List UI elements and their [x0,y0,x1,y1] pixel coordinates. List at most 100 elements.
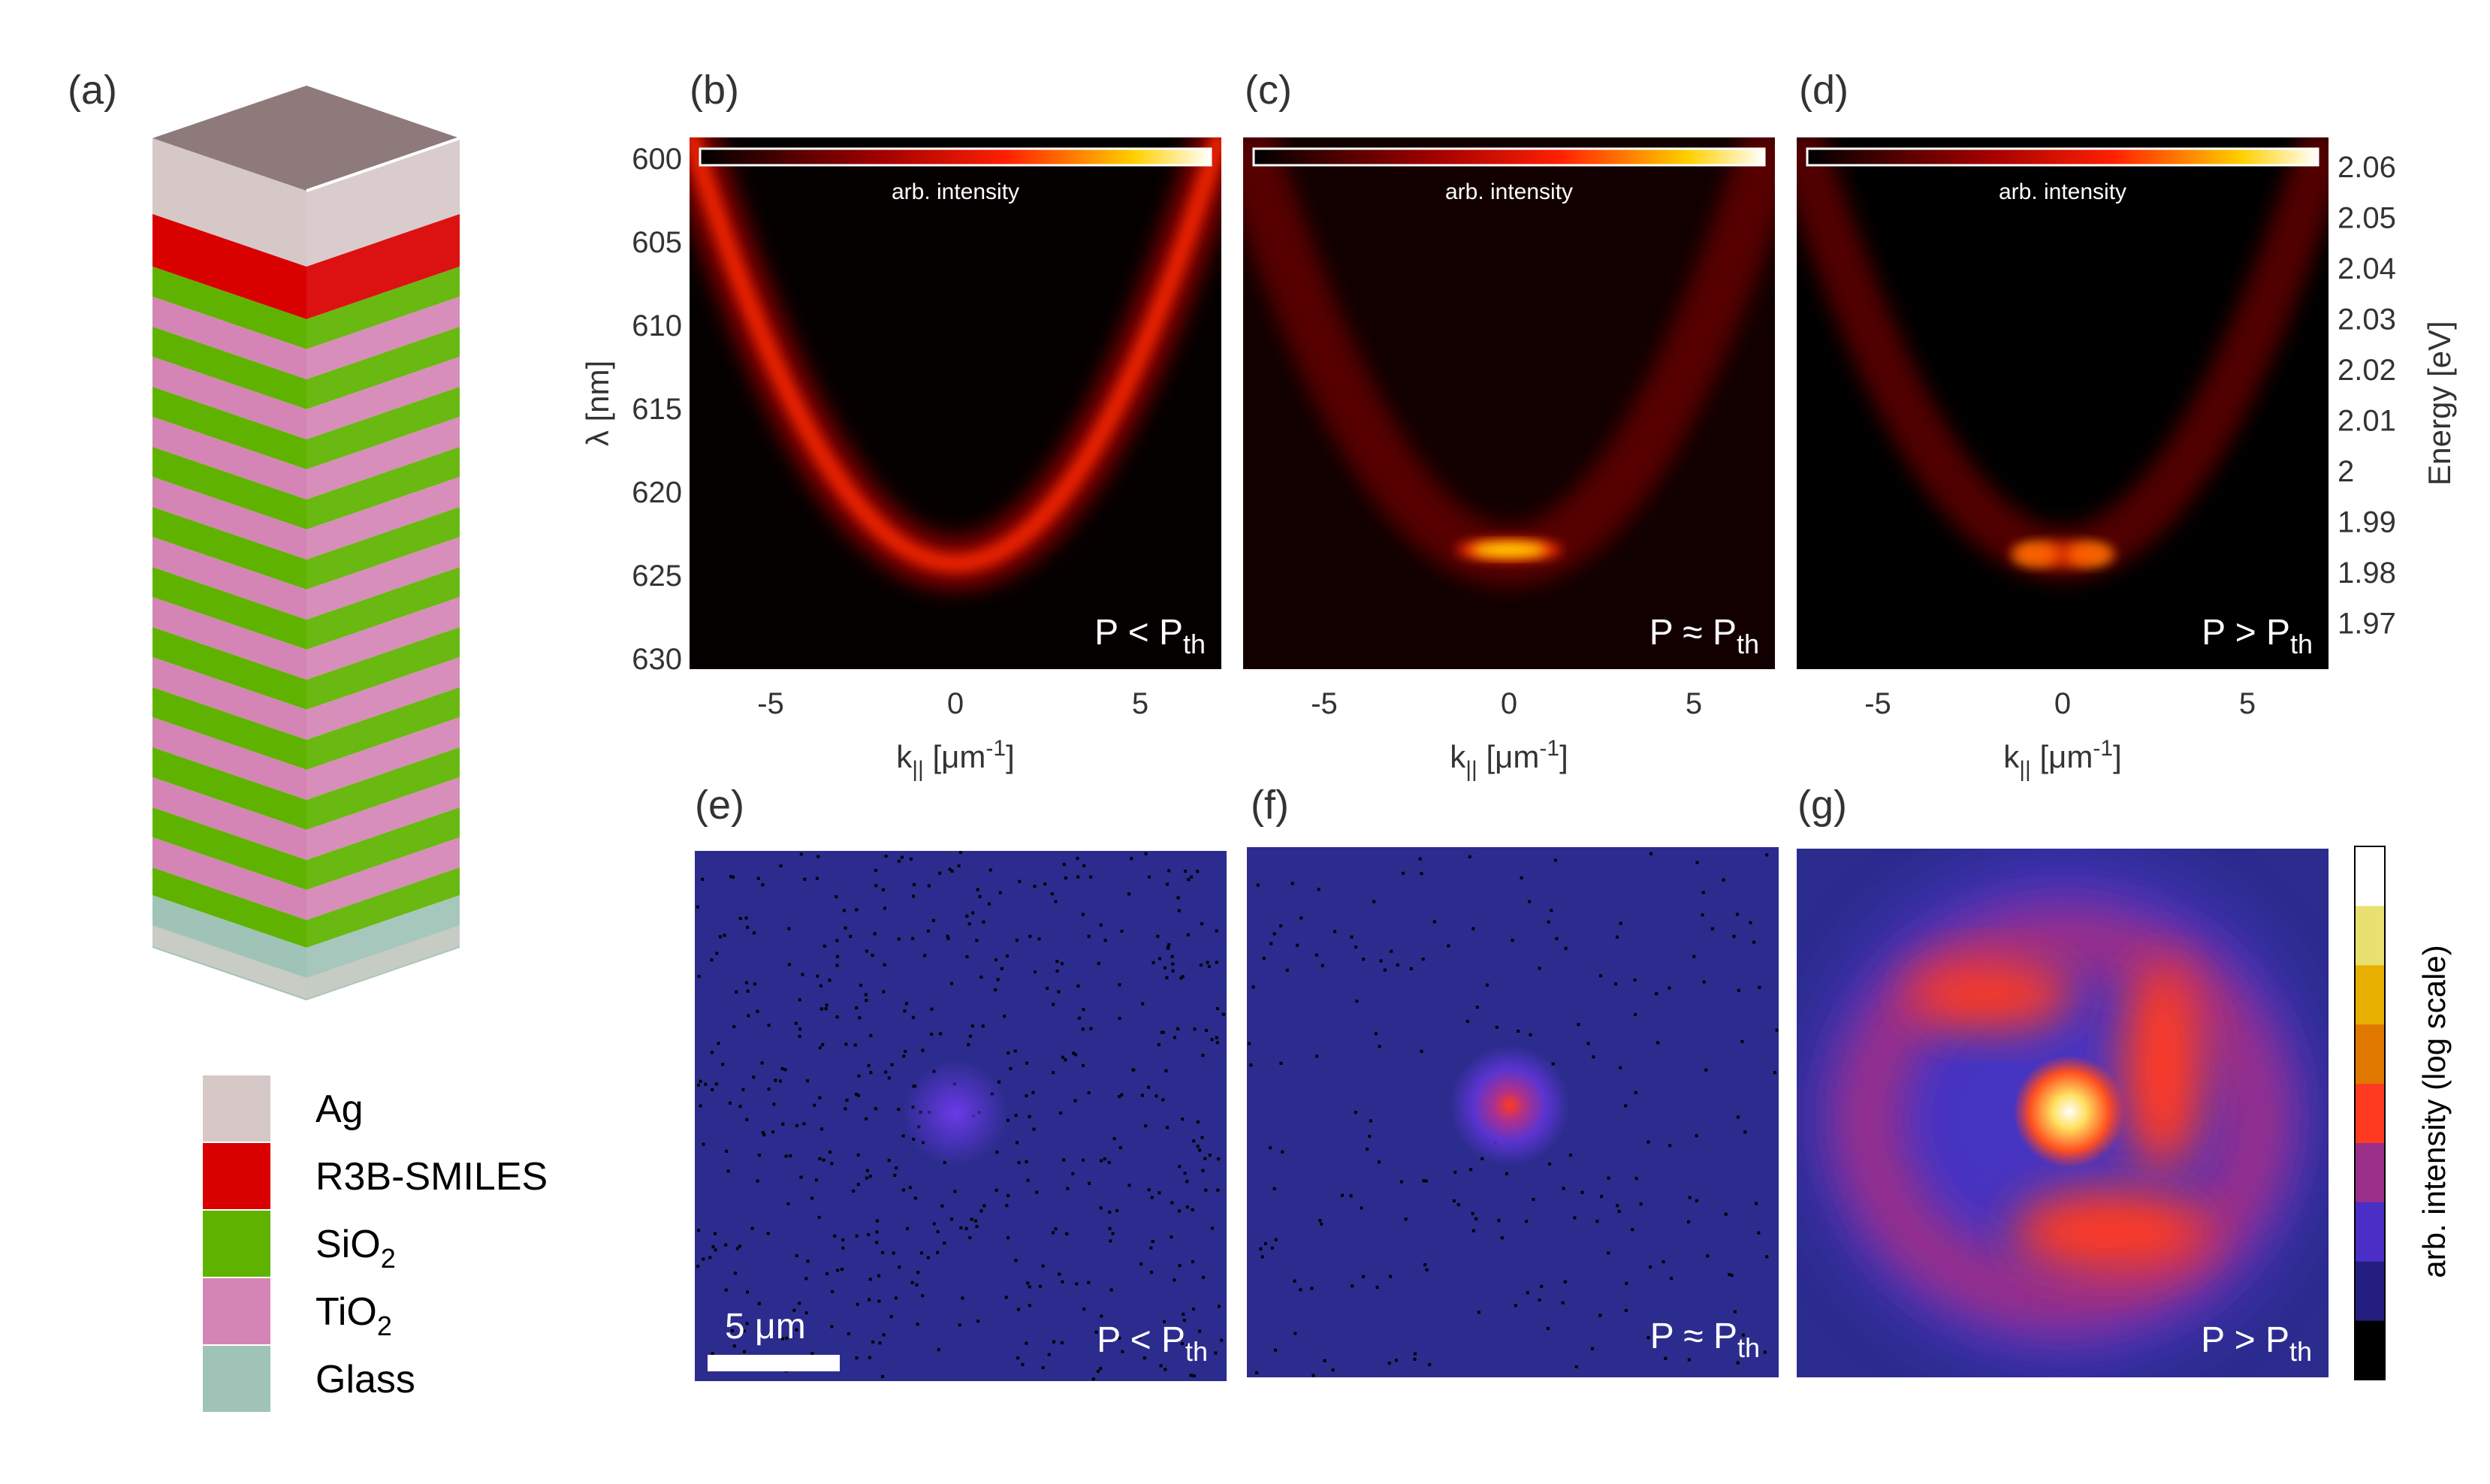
y-right-tick-label: 2.02 [2338,354,2396,387]
y-right-tick-label: 2.01 [2338,405,2396,438]
colorbar-label-b: arb. intensity [892,179,1019,204]
x-tick-label: 0 [947,687,964,720]
layer-r3b [152,214,460,319]
colorbar-c [1252,147,1766,167]
colorbar-segment [2355,964,2385,1025]
colorbar-label-c: arb. intensity [1445,179,1573,204]
layer-tio2 [152,717,460,800]
legend-label: Ag [315,1087,364,1131]
x-axis-title: k|| [μm-1] [2003,736,2121,782]
layer-tio2 [152,537,460,620]
y-right-tick-label: 1.98 [2338,556,2396,590]
layer-glass-base [152,925,460,999]
x-axis-title: k|| [μm-1] [896,736,1014,782]
y-left-tick-label: 620 [632,476,682,509]
y-left-tick-label: 625 [632,560,682,593]
y-right-tick-label: 2 [2338,455,2354,488]
layer-sio2 [152,627,460,710]
legend-swatch [203,1075,270,1142]
y-right-tick-label: 2.03 [2338,303,2396,336]
multilayer-stack [152,86,460,1000]
power-label-f: P ≈ Pth [1650,1317,1760,1363]
power-label-d: P > Pth [2202,613,2313,659]
layer-sio2 [152,447,460,529]
layer-sio2 [152,387,460,469]
y-left-tick-label: 615 [632,393,682,426]
log-colorbar-label: arb. intensity (log scale) [2416,945,2452,1278]
y-right-tick-label: 1.99 [2338,506,2396,539]
panel-label-b: (b) [690,68,739,113]
power-label-g: P > Pth [2201,1320,2312,1367]
colorbar-segment [2355,905,2385,966]
layer-sio2 [152,807,460,890]
legend-swatch [203,1278,270,1344]
layer-sio2 [152,867,460,948]
layer-tio2 [152,357,460,439]
power-label-b: P < Pth [1094,613,1206,659]
x-tick-label: -5 [1864,687,1891,720]
dispersion-panel-d: arb. intensity P > Pth [1797,137,2329,669]
x-tick-label: 5 [2239,687,2256,720]
layer-sio2 [152,507,460,590]
colorbar-label-d: arb. intensity [1999,179,2126,204]
colorbar-segment [2355,1083,2385,1143]
layer-tio2 [152,777,460,860]
layer-tio2 [152,477,460,560]
colorbar-segment [2355,846,2385,906]
dispersion-panel-c: arb. intensity P ≈ Pth [1243,137,1775,669]
layer-tio2 [152,297,460,379]
layer-tio2 [152,657,460,740]
x-tick-label: 5 [1132,687,1148,720]
layer-sio2 [152,267,460,349]
legend-swatch [203,1143,270,1209]
colorbar-segment [2355,1261,2385,1321]
y-right-tick-label: 2.06 [2338,151,2396,184]
layer-sio2 [152,687,460,770]
colorbar-b [699,147,1212,167]
legend-swatch [203,1346,270,1412]
colorbar-d [1806,147,2319,167]
x-tick-label: 0 [2054,687,2071,720]
legend-swatch [203,1211,270,1277]
power-label-c: P ≈ Pth [1649,613,1759,659]
x-tick-label: -5 [757,687,784,720]
dispersion-panel-b: arb. intensity P < Pth [690,137,1221,669]
realspace-panel-g: P > Pth [1797,849,2329,1377]
scale-bar [708,1355,840,1371]
log-colorbar [2354,846,2386,1380]
layer-tio2 [152,597,460,680]
y-right-tick-label: 1.97 [2338,608,2396,641]
y-left-tick-label: 600 [632,143,682,176]
x-tick-label: 0 [1501,687,1517,720]
scale-bar-label: 5 μm [725,1307,806,1347]
panel-label-e: (e) [695,783,744,828]
layer-sio2 [152,567,460,650]
y-axis-left-title: λ [nm] [580,360,615,446]
colorbar-segment [2355,1142,2385,1202]
panel-label-f: (f) [1251,783,1289,828]
legend-label: R3B-SMILES [315,1155,548,1199]
legend-label: SiO2 [315,1223,396,1274]
x-tick-label: 5 [1686,687,1702,720]
dispersion-axes: -5 0 5 k|| [μm-1] -5 0 5 k|| [μm-1] -5 0 5 k|| [μm-… [632,143,2396,782]
colorbar-segment [2355,1202,2385,1262]
layer-legend: Ag R3B-SMILES SiO2 TiO2 Glass [203,1075,548,1412]
realspace-panel-e: 5 μm P < Pth [695,851,1227,1381]
legend-label: TiO2 [315,1290,392,1341]
x-tick-label: -5 [1311,687,1338,720]
y-left-tick-label: 605 [632,226,682,259]
layer-tio2 [152,837,460,920]
realspace-panel-f: P ≈ Pth [1247,847,1779,1377]
colorbar-segment [2355,1320,2385,1380]
colorbar-segment [2355,1024,2385,1084]
panel-label-c: (c) [1245,68,1292,113]
panel-label-d: (d) [1799,68,1849,113]
y-left-tick-label: 630 [632,643,682,676]
y-right-tick-label: 2.04 [2338,252,2396,285]
panel-label-g: (g) [1797,783,1847,828]
layer-ag [152,138,460,267]
emission-spot-f [1450,1045,1570,1166]
layer-sio2 [152,747,460,830]
x-axis-title: k|| [μm-1] [1450,736,1568,782]
